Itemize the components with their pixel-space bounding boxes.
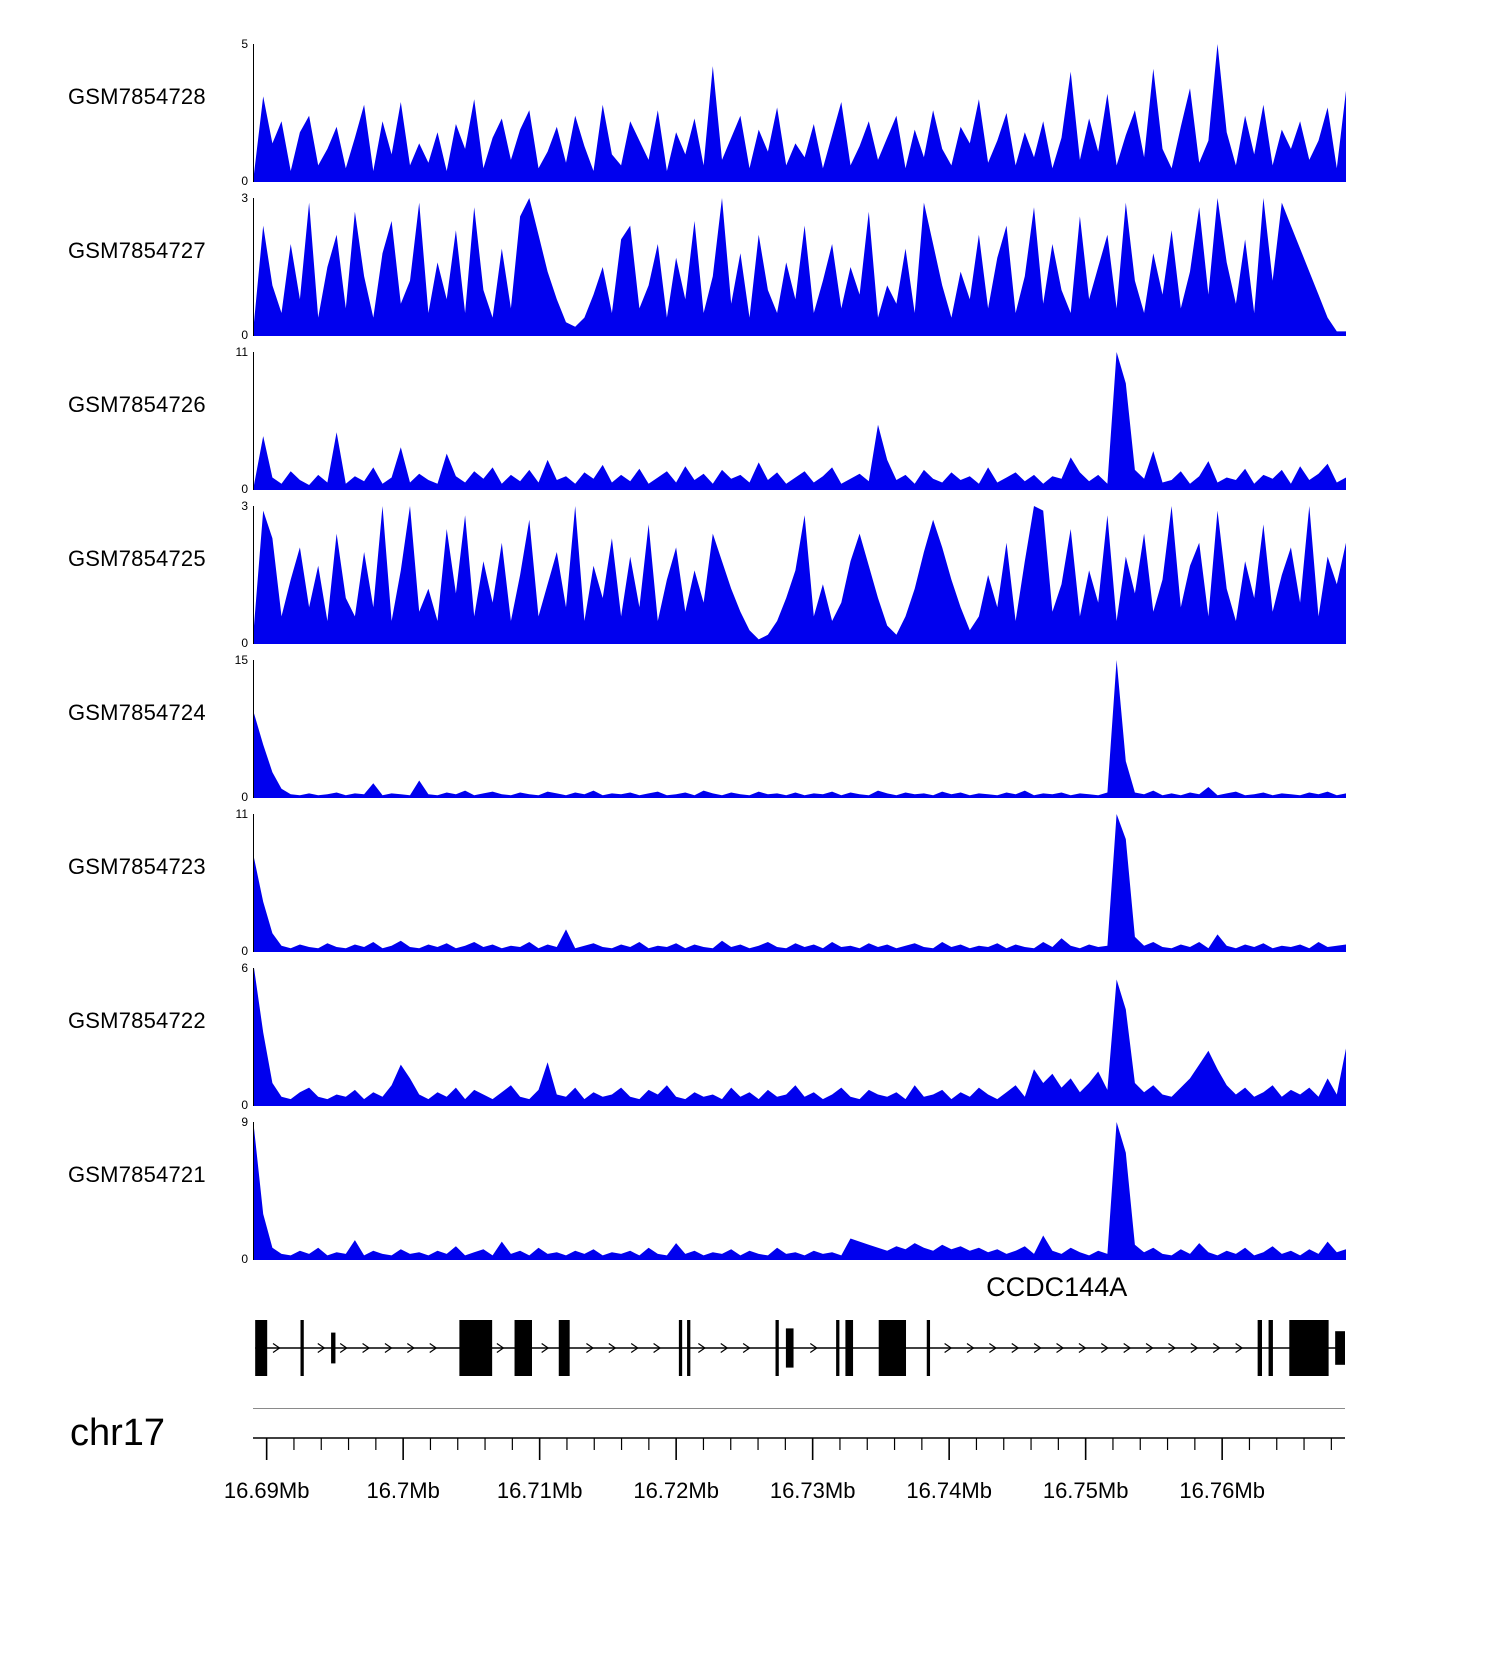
y-axis-max-label: 3 xyxy=(241,191,248,205)
chromosome-label: chr17 xyxy=(70,1412,166,1454)
y-axis-zero-label: 0 xyxy=(241,1098,248,1112)
y-axis-max-label: 11 xyxy=(235,807,248,821)
ruler-axis-svg: 16.69Mb 16.7Mb 16.71Mb 16.72Mb 16.73Mb 16.74M… xyxy=(224,1437,1345,1503)
track-label: GSM7854726 xyxy=(68,392,206,417)
signal-track-row: GSM7854721 9 0 xyxy=(0,1115,1500,1270)
y-axis-max-label: 6 xyxy=(241,961,248,975)
signal-track-row: GSM7854724 15 0 xyxy=(0,653,1500,808)
signal-area-svg xyxy=(254,198,1346,336)
x-axis-tick-label: 16.72Mb xyxy=(633,1478,719,1503)
y-axis-zero-label: 0 xyxy=(241,174,248,188)
signal-area-svg xyxy=(254,968,1346,1106)
x-axis-tick-label: 16.76Mb xyxy=(1179,1478,1265,1503)
track-label: GSM7854725 xyxy=(68,546,206,571)
track-plot-area: 6 0 xyxy=(241,961,1346,1112)
track-label: GSM7854723 xyxy=(68,854,206,879)
y-axis-max-label: 9 xyxy=(241,1115,248,1129)
x-axis-tick-label: 16.74Mb xyxy=(906,1478,992,1503)
x-axis-tick-label: 16.71Mb xyxy=(497,1478,583,1503)
track-label: GSM7854728 xyxy=(68,84,206,109)
track-plot-area: 5 0 xyxy=(241,37,1346,188)
signal-track-row: GSM7854723 11 0 xyxy=(0,807,1500,962)
signal-area-svg xyxy=(254,1122,1346,1260)
signal-area-svg xyxy=(254,352,1346,490)
track-plot-area: 9 0 xyxy=(241,1115,1346,1266)
separator-line xyxy=(253,1408,1345,1409)
y-axis-zero-label: 0 xyxy=(241,944,248,958)
x-axis-tick-label: 16.69Mb xyxy=(224,1478,310,1503)
gene-track: CCDC144A xyxy=(253,1272,1345,1402)
track-plot-area: 15 0 xyxy=(235,653,1346,804)
signal-track-row: GSM7854727 3 0 xyxy=(0,191,1500,346)
signal-area-svg xyxy=(254,814,1346,952)
signal-area-svg xyxy=(254,44,1346,182)
track-plot-area: 11 0 xyxy=(236,807,1346,958)
track-label: GSM7854721 xyxy=(68,1162,206,1187)
x-axis-tick-label: 16.75Mb xyxy=(1043,1478,1129,1503)
track-label: GSM7854722 xyxy=(68,1008,206,1033)
signal-area-svg xyxy=(254,506,1346,644)
y-axis-zero-label: 0 xyxy=(241,328,248,342)
x-axis-tick-label: 16.73Mb xyxy=(770,1478,856,1503)
signal-track-row: GSM7854728 5 0 xyxy=(0,37,1500,192)
y-axis-max-label: 3 xyxy=(241,499,248,513)
track-label: GSM7854724 xyxy=(68,700,206,725)
gene-name-label: CCDC144A xyxy=(986,1272,1128,1302)
y-axis-max-label: 5 xyxy=(241,37,248,51)
signal-track-row: GSM7854722 6 0 xyxy=(0,961,1500,1116)
coordinate-ruler: 16.69Mb 16.7Mb 16.71Mb 16.72Mb 16.73Mb 16.74M… xyxy=(224,1432,1345,1532)
y-axis-zero-label: 0 xyxy=(241,1252,248,1266)
track-label: GSM7854727 xyxy=(68,238,206,263)
signal-area-svg xyxy=(254,660,1346,798)
track-plot-area: 3 0 xyxy=(241,499,1346,650)
signal-track-row: GSM7854726 11 0 xyxy=(0,345,1500,500)
y-axis-max-label: 15 xyxy=(234,653,248,667)
y-axis-max-label: 11 xyxy=(235,345,248,359)
gene-model-svg xyxy=(255,1320,1345,1376)
y-axis-zero-label: 0 xyxy=(241,636,248,650)
y-axis-zero-label: 0 xyxy=(241,482,248,496)
signal-track-row: GSM7854725 3 0 xyxy=(0,499,1500,654)
track-plot-area: 11 0 xyxy=(236,345,1346,496)
x-axis-tick-label: 16.7Mb xyxy=(366,1478,439,1503)
y-axis-zero-label: 0 xyxy=(241,790,248,804)
track-plot-area: 3 0 xyxy=(241,191,1346,342)
